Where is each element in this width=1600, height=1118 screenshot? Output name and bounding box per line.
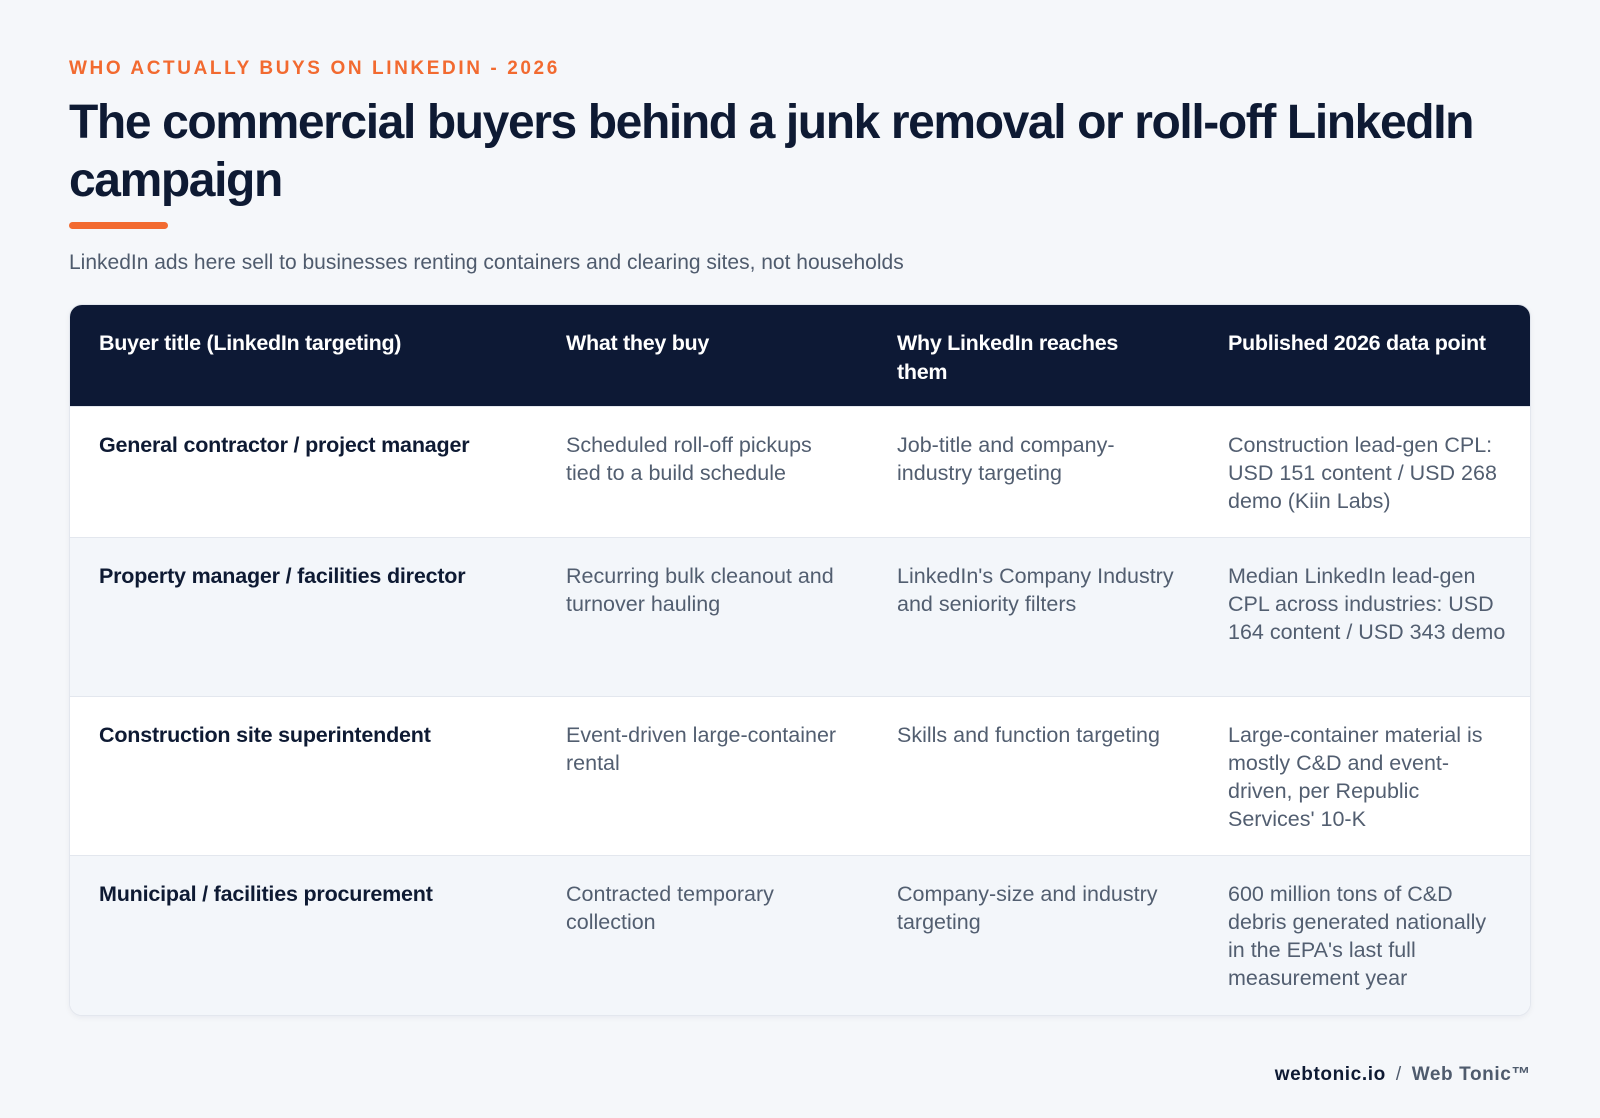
buyer-title-cell: General contractor / project manager <box>99 433 470 457</box>
column-header-why-linkedin: Why LinkedIn reaches them <box>897 331 1119 384</box>
table-row: General contractor / project manager Sch… <box>70 406 1530 537</box>
eyebrow-label: WHO ACTUALLY BUYS ON LINKEDIN - 2026 <box>69 58 560 79</box>
page-subtitle: LinkedIn ads here sell to businesses ren… <box>69 251 904 274</box>
footer-credit: webtonic.io / Web Tonic™ <box>1275 1064 1531 1086</box>
buyers-table: Buyer title (LinkedIn targeting) What th… <box>69 304 1531 1016</box>
buyer-title-cell: Property manager / facilities director <box>99 564 466 588</box>
table-row: Construction site superintendent Event-d… <box>70 696 1530 855</box>
column-header-buyer-title: Buyer title (LinkedIn targeting) <box>99 331 402 355</box>
data-point-cell: Large-container material is mostly C&D a… <box>1228 723 1483 831</box>
table-row: Municipal / facilities procurement Contr… <box>70 855 1530 1015</box>
what-they-buy-cell: Contracted temporary collection <box>566 882 774 934</box>
buyer-title-cell: Construction site superintendent <box>99 723 431 747</box>
data-point-cell: 600 million tons of C&D debris generated… <box>1228 882 1487 990</box>
why-linkedin-cell: Company-size and industry targeting <box>897 882 1158 934</box>
footer-brand: Web Tonic™ <box>1411 1064 1531 1085</box>
table-row: Property manager / facilities director R… <box>70 537 1530 696</box>
what-they-buy-cell: Event-driven large-container rental <box>566 723 837 775</box>
column-header-what-they-buy: What they buy <box>566 331 710 355</box>
column-header-data-point: Published 2026 data point <box>1228 331 1486 355</box>
footer-separator: / <box>1395 1064 1402 1085</box>
buyer-title-cell: Municipal / facilities procurement <box>99 882 433 906</box>
why-linkedin-cell: Skills and function targeting <box>897 723 1160 747</box>
page-title: The commercial buyers behind a junk remo… <box>69 96 1474 207</box>
table-header-row: Buyer title (LinkedIn targeting) What th… <box>70 305 1530 406</box>
why-linkedin-cell: Job-title and company-industry targeting <box>897 433 1115 485</box>
data-point-cell: Median LinkedIn lead-gen CPL across indu… <box>1228 564 1506 644</box>
why-linkedin-cell: LinkedIn's Company Industry and seniorit… <box>897 564 1174 616</box>
title-accent-bar <box>69 222 168 229</box>
what-they-buy-cell: Scheduled roll-off pickups tied to a bui… <box>566 433 812 485</box>
data-point-cell: Construction lead-gen CPL: USD 151 conte… <box>1228 433 1497 513</box>
what-they-buy-cell: Recurring bulk cleanout and turnover hau… <box>566 564 834 616</box>
footer-domain: webtonic.io <box>1274 1064 1386 1085</box>
